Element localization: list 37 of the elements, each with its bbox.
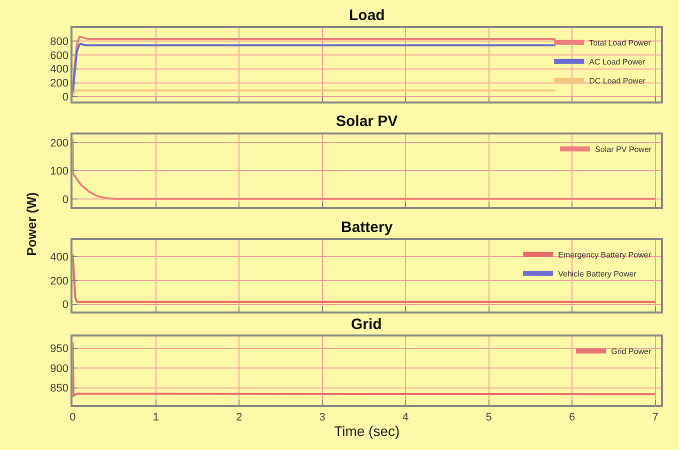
- legend-label: AC Load Power: [589, 57, 646, 66]
- chart-title: Battery: [341, 219, 394, 236]
- x-axis-title: Time (sec): [334, 423, 400, 440]
- x-tick-label: 4: [402, 411, 409, 424]
- x-tick-label: 7: [652, 411, 658, 424]
- y-tick-label: 950: [50, 343, 68, 356]
- y-tick-label: 800: [50, 36, 68, 48]
- line-series: [72, 137, 656, 200]
- chart-title: Grid: [351, 316, 382, 333]
- y-tick-label: 0: [62, 194, 68, 206]
- x-tick-label: 1: [152, 411, 159, 424]
- y-tick-label: 200: [50, 78, 68, 90]
- chart-title: Solar PV: [336, 113, 398, 130]
- y-tick-label: 0: [62, 299, 68, 312]
- line-series: [72, 341, 656, 397]
- y-tick-label: 600: [50, 50, 68, 62]
- y-tick-label: 100: [50, 166, 68, 178]
- x-tick-label: 6: [568, 411, 576, 424]
- legend-label: Emergency Battery Power: [558, 250, 652, 260]
- legend-label: Vehicle Battery Power: [558, 270, 637, 279]
- y-tick-label: 400: [50, 251, 68, 264]
- y-tick-label: 200: [50, 275, 68, 288]
- legend-label: DC Load Power: [589, 76, 646, 86]
- legend-label: Solar PV Power: [595, 145, 652, 154]
- y-tick-label: 0: [62, 92, 68, 104]
- chart-title: Load: [349, 7, 385, 24]
- legend-label: Total Load Power: [589, 38, 652, 48]
- y-tick-label: 900: [50, 362, 68, 375]
- x-tick-label: 2: [236, 411, 242, 424]
- y-tick-label: 850: [50, 382, 68, 395]
- x-tick-label: 5: [486, 411, 492, 424]
- line-series: [72, 253, 656, 303]
- y-axis-title: Power (W): [24, 192, 39, 256]
- y-tick-label: 200: [50, 137, 68, 150]
- x-tick-label: 3: [319, 411, 326, 424]
- legend-label: Grid Power: [611, 347, 652, 356]
- y-tick-label: 400: [50, 64, 68, 76]
